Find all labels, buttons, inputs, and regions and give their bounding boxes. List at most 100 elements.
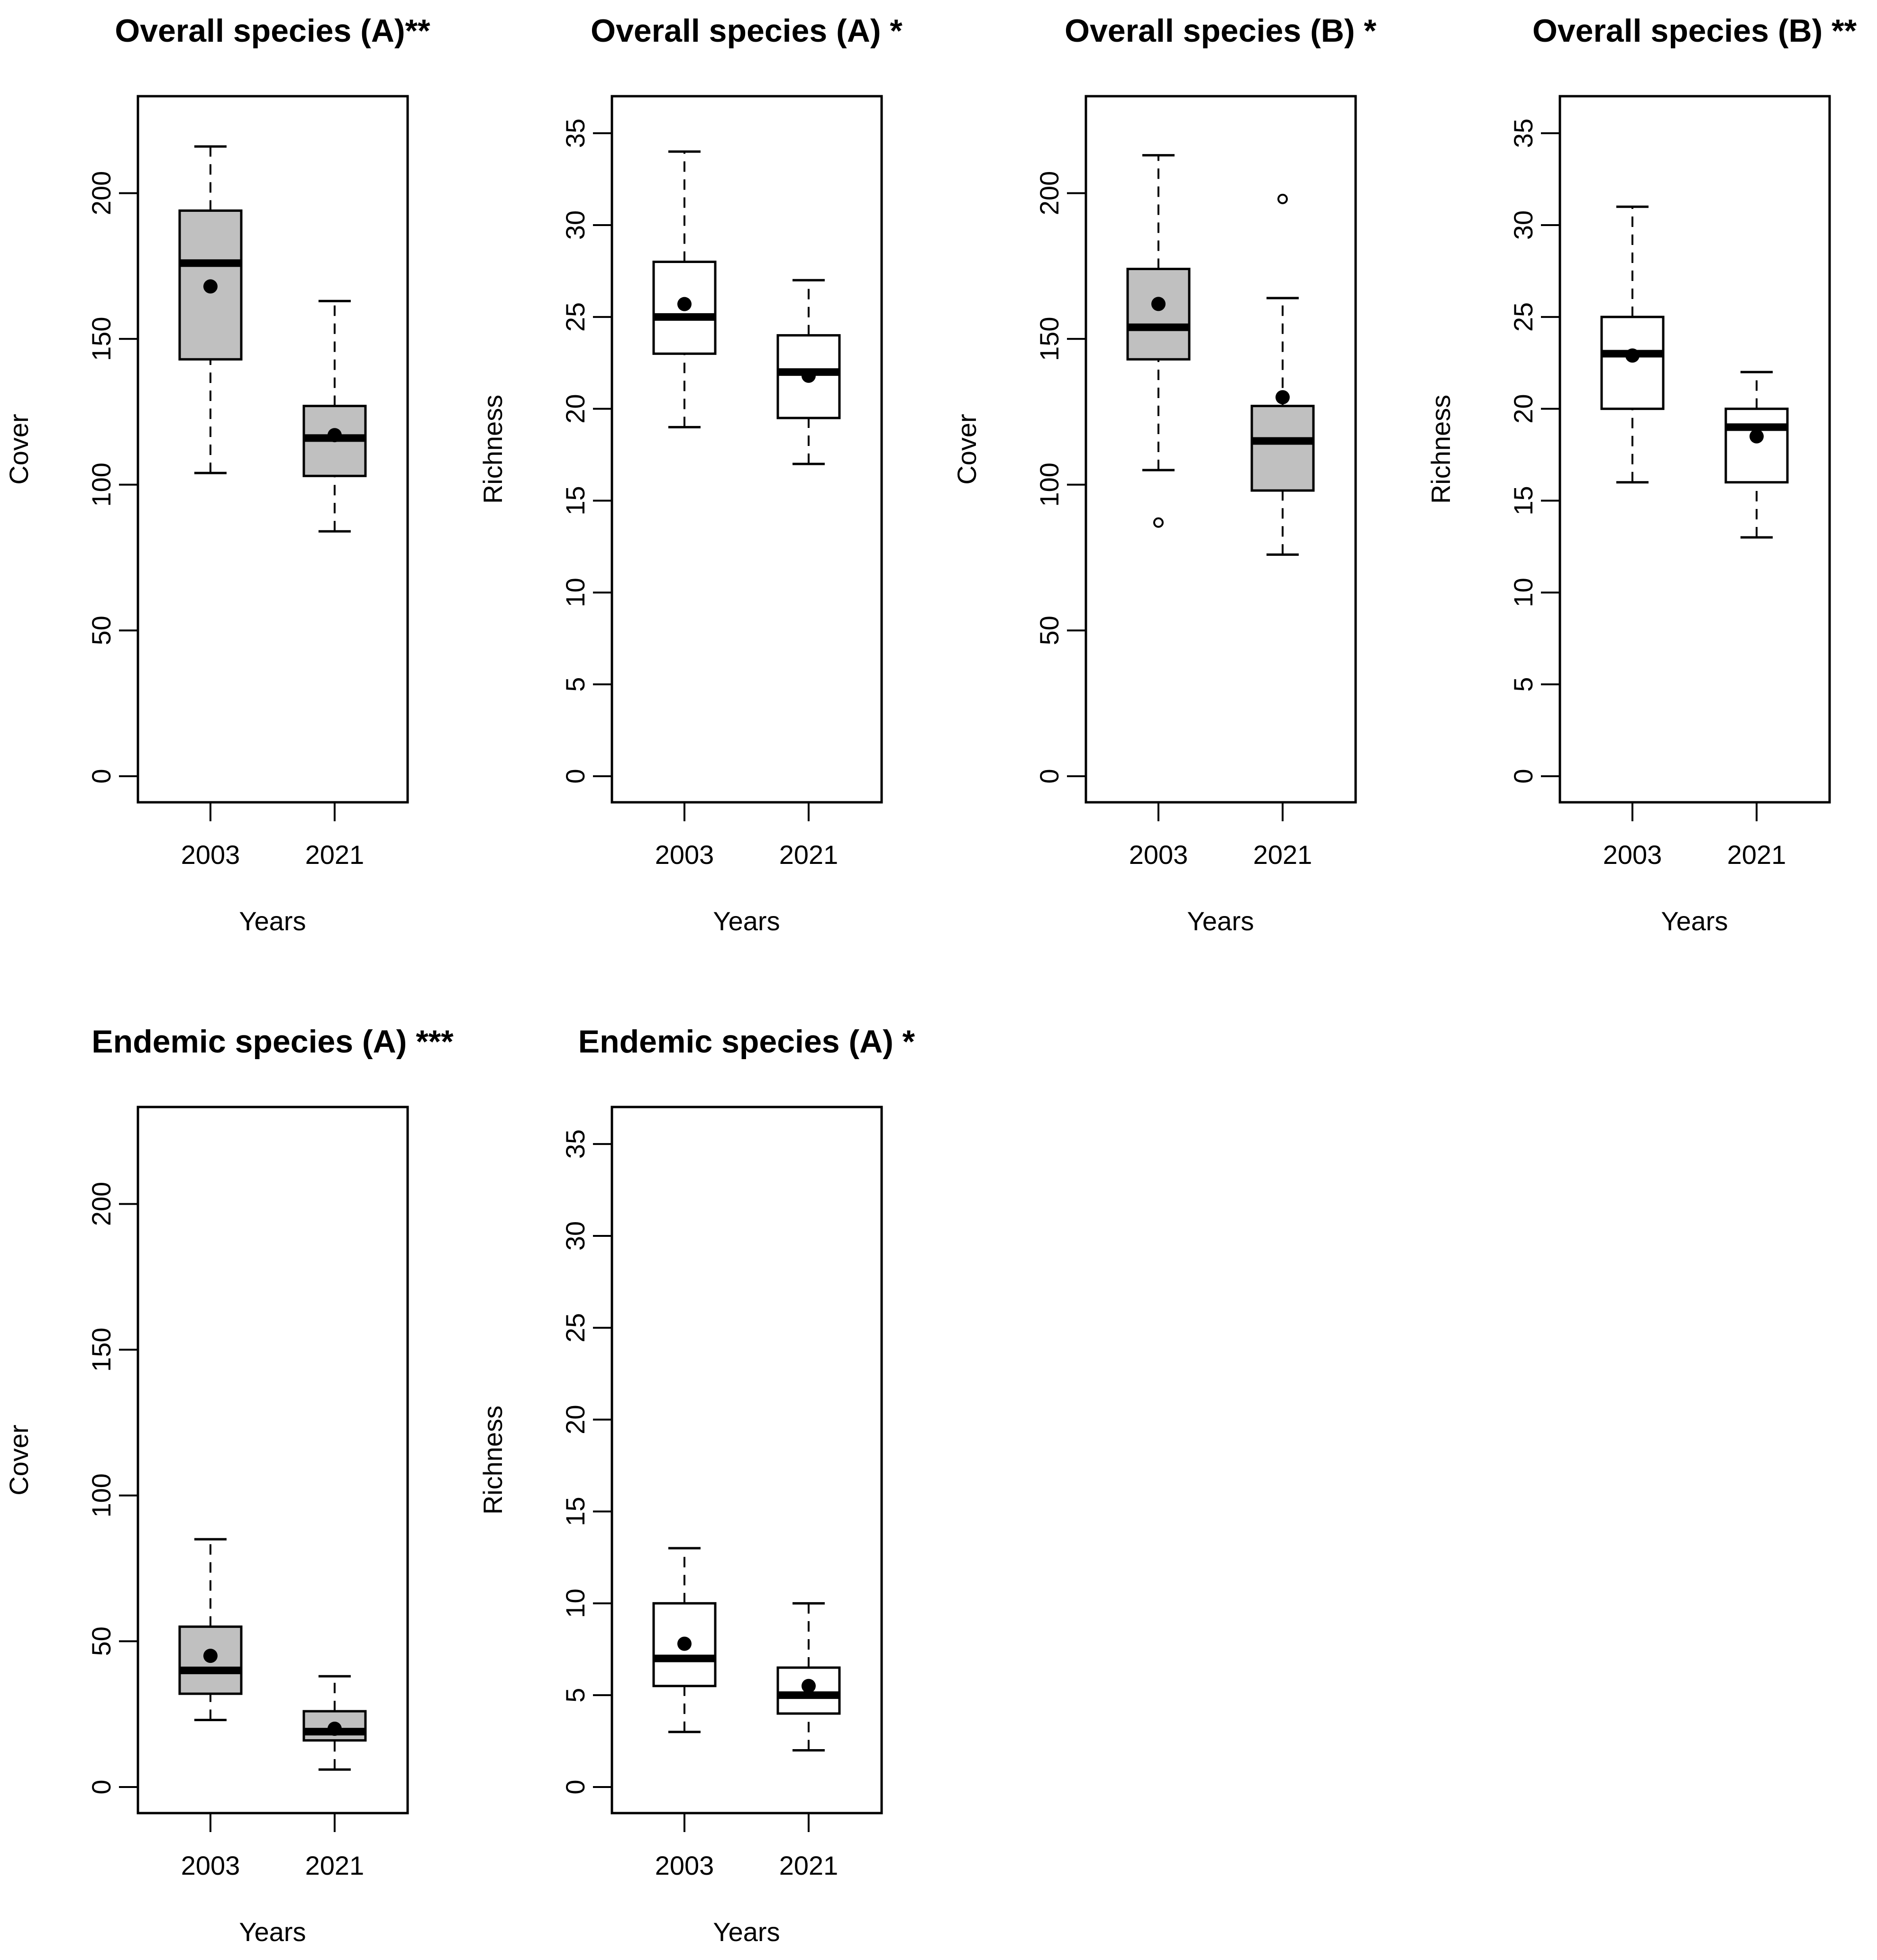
- y-tick-label: 0: [560, 769, 590, 783]
- box-iqr: [1126, 268, 1191, 361]
- outlier-point: [1153, 517, 1164, 528]
- x-tick-label: 2003: [1603, 840, 1662, 870]
- x-axis-label: Years: [239, 1917, 306, 1947]
- y-tick-label: 25: [560, 1313, 590, 1343]
- chart-title: Endemic species (A) ***: [91, 1024, 454, 1060]
- y-axis-label: Cover: [4, 414, 34, 484]
- y-tick-label: 20: [560, 1405, 590, 1434]
- y-tick-label: 0: [1508, 769, 1538, 783]
- x-tick-label: 2003: [181, 1851, 240, 1880]
- plot-frame: [137, 95, 409, 804]
- box-iqr: [1600, 316, 1665, 410]
- plot-frame: [1558, 95, 1831, 804]
- y-tick-label: 100: [1034, 463, 1064, 507]
- panel-2: Overall species (A) * 0 5 10 15 20 25 30 35 Richn…: [478, 13, 902, 936]
- y-tick-label: 10: [1508, 578, 1538, 607]
- chart-title: Overall species (B) **: [1532, 13, 1857, 49]
- y-tick-label: 20: [560, 394, 590, 424]
- y-tick-label: 35: [560, 1129, 590, 1159]
- mean-point: [1151, 297, 1166, 311]
- panel-6: Endemic species (A) * 0 5 10 15 20 25 30 35 Richn…: [478, 1024, 915, 1947]
- y-tick-label: 20: [1508, 394, 1538, 424]
- y-tick-label: 30: [1508, 210, 1538, 240]
- mean-point: [328, 1721, 342, 1736]
- y-axis-label: Richness: [1426, 395, 1456, 504]
- x-axis-label: Years: [1661, 906, 1728, 936]
- y-axis-label: Richness: [478, 1406, 508, 1515]
- y-tick-label: 35: [1508, 118, 1538, 148]
- y-tick-label: 15: [560, 1497, 590, 1526]
- mean-point: [203, 1649, 218, 1663]
- y-tick-label: 30: [560, 210, 590, 240]
- plot-frame: [610, 1106, 883, 1815]
- y-tick-label: 10: [560, 1588, 590, 1618]
- y-tick-label: 10: [560, 578, 590, 607]
- y-tick-label: 0: [560, 1779, 590, 1794]
- y-tick-label: 5: [560, 1688, 590, 1703]
- chart-title: Overall species (A) *: [591, 13, 902, 49]
- outlier-point: [1277, 193, 1288, 204]
- x-axis-label: Years: [713, 1917, 780, 1947]
- x-tick-label: 2021: [305, 1851, 364, 1880]
- y-axis-label: Cover: [952, 414, 982, 484]
- x-tick-label: 2003: [181, 840, 240, 870]
- panel-1: Overall species (A)** 0 50 100 150 200 Cover 20…: [4, 13, 430, 936]
- panel-5: Endemic species (A) *** 0 50 100 150 200 Cover…: [4, 1024, 454, 1947]
- box-iqr: [1724, 408, 1789, 484]
- y-tick-label: 30: [560, 1221, 590, 1251]
- y-tick-label: 150: [1034, 317, 1064, 361]
- y-tick-label: 50: [86, 1626, 116, 1656]
- y-tick-label: 5: [1508, 677, 1538, 692]
- y-tick-label: 15: [1508, 486, 1538, 515]
- mean-point: [1276, 390, 1290, 405]
- y-tick-label: 50: [86, 616, 116, 645]
- chart-title: Overall species (B) *: [1065, 13, 1376, 49]
- mean-point: [677, 1636, 692, 1651]
- x-axis-label: Years: [713, 906, 780, 936]
- y-tick-label: 0: [86, 769, 116, 783]
- x-tick-label: 2003: [655, 840, 714, 870]
- y-tick-label: 150: [86, 1327, 116, 1371]
- y-tick-label: 100: [86, 463, 116, 507]
- x-tick-label: 2021: [1727, 840, 1786, 870]
- chart-title: Overall species (A)**: [115, 13, 430, 49]
- y-tick-label: 100: [86, 1473, 116, 1517]
- mean-point: [802, 368, 816, 383]
- y-tick-label: 0: [86, 1779, 116, 1794]
- y-tick-label: 5: [560, 677, 590, 692]
- y-axis-label: Cover: [4, 1425, 34, 1495]
- plot-frame: [1084, 95, 1357, 804]
- y-axis-label: Richness: [478, 395, 508, 504]
- y-tick-label: 50: [1034, 616, 1064, 645]
- panel-4: Overall species (B) ** 0 5 10 15 20 25 30 35 Rich…: [1426, 13, 1857, 936]
- plot-frame: [137, 1106, 409, 1815]
- x-axis-label: Years: [239, 906, 306, 936]
- y-tick-label: 25: [1508, 302, 1538, 332]
- box-iqr: [1250, 405, 1315, 492]
- y-tick-label: 150: [86, 317, 116, 361]
- y-tick-label: 25: [560, 302, 590, 332]
- x-tick-label: 2021: [1253, 840, 1312, 870]
- y-tick-label: 200: [86, 1182, 116, 1226]
- x-tick-label: 2021: [779, 840, 838, 870]
- mean-point: [203, 279, 218, 294]
- mean-point: [677, 297, 692, 311]
- y-tick-label: 200: [1034, 171, 1064, 215]
- x-tick-label: 2021: [779, 1851, 838, 1880]
- y-tick-label: 200: [86, 171, 116, 215]
- x-axis-label: Years: [1187, 906, 1254, 936]
- x-tick-label: 2021: [305, 840, 364, 870]
- mean-point: [328, 428, 342, 443]
- chart-title: Endemic species (A) *: [578, 1024, 915, 1060]
- mean-point: [802, 1679, 816, 1693]
- x-tick-label: 2003: [1129, 840, 1188, 870]
- panel-3: Overall species (B) * 0 50 100 150 200 Cover 20…: [952, 13, 1376, 936]
- mean-point: [1625, 348, 1640, 363]
- mean-point: [1749, 429, 1764, 444]
- y-tick-label: 15: [560, 486, 590, 515]
- x-tick-label: 2003: [655, 1851, 714, 1880]
- y-tick-label: 0: [1034, 769, 1064, 783]
- plot-frame: [610, 95, 883, 804]
- y-tick-label: 35: [560, 118, 590, 148]
